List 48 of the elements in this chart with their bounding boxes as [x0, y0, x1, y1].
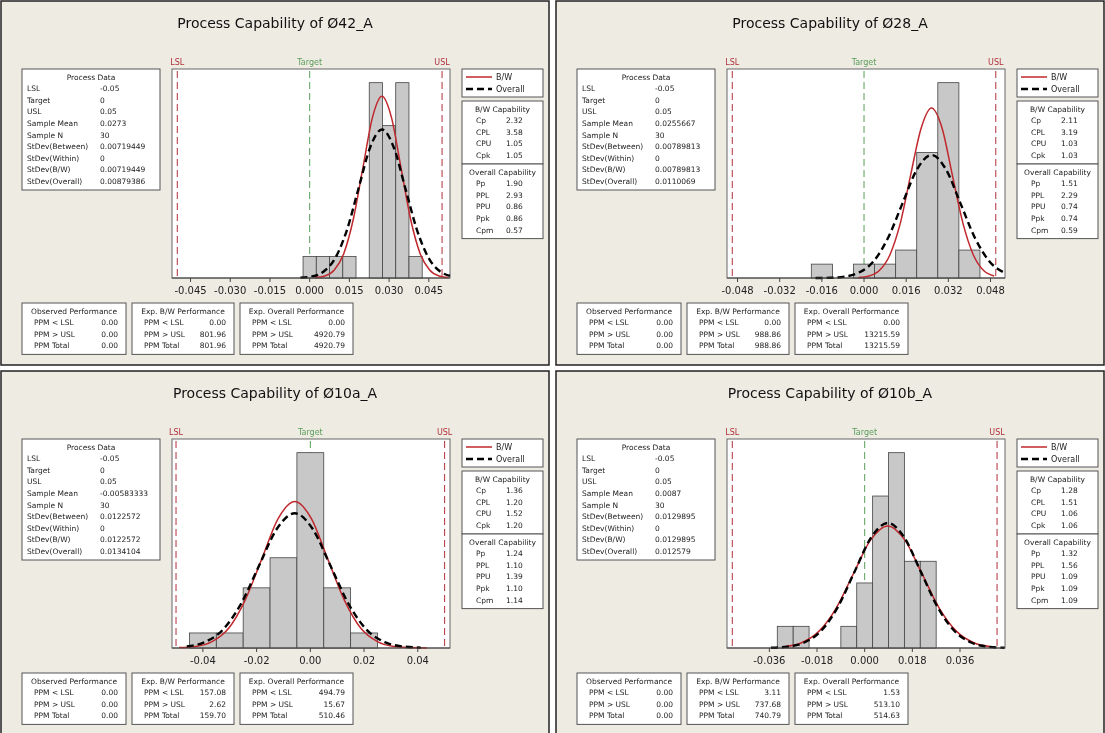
x-tick-label: 0.016 [891, 285, 921, 296]
x-tick-label: 0.045 [414, 285, 444, 296]
x-tick-label: -0.032 [763, 285, 796, 296]
ref-line-label: USL [988, 58, 1005, 67]
x-tick-label: 0.000 [850, 655, 879, 666]
legend-label: Overall [496, 85, 525, 94]
legend-label: Overall [1051, 85, 1080, 94]
chart-title: Process Capability of Ø10a_A [172, 385, 378, 401]
x-tick-label: 0.030 [374, 285, 404, 296]
x-tick-label: 0.015 [335, 285, 364, 296]
x-tick-label: -0.048 [721, 285, 754, 296]
x-tick-label: -0.036 [753, 655, 786, 666]
x-tick-label: -0.030 [214, 285, 247, 296]
x-tick-label: -0.018 [800, 655, 834, 666]
legend-label: B/W [1051, 73, 1068, 82]
x-tick-label: -0.02 [243, 655, 270, 666]
legend-label: B/W [496, 73, 513, 82]
ref-line-label: LSL [725, 58, 740, 67]
legend-label: Overall [496, 455, 525, 464]
ref-line-label: LSL [170, 58, 185, 67]
chart-title: Process Capability of Ø42_A [177, 15, 374, 31]
x-tick-label: -0.04 [189, 655, 216, 666]
chart-title: Process Capability of Ø28_A [732, 15, 929, 31]
ref-line-label: USL [436, 428, 453, 437]
x-tick-label: 0.018 [898, 655, 927, 666]
ref-line-label: Target [296, 428, 323, 437]
legend-label: B/W [1051, 443, 1068, 452]
x-tick-label: 0.048 [976, 285, 1005, 296]
ref-line-label: USL [434, 58, 451, 67]
ref-line-label: Target [296, 58, 323, 67]
x-tick-label: 0.00 [299, 655, 322, 666]
x-tick-label: 0.000 [849, 285, 879, 296]
x-tick-label: -0.045 [174, 285, 207, 296]
ref-line-label: Target [850, 58, 877, 67]
x-tick-label: 0.032 [934, 285, 963, 296]
x-tick-label: -0.016 [805, 285, 838, 296]
ref-line-label: LSL [725, 428, 740, 437]
ref-line-label: USL [989, 428, 1006, 437]
ref-line-label: LSL [169, 428, 184, 437]
chart-title: Process Capability of Ø10b_A [727, 385, 933, 401]
legend-label: B/W [496, 443, 513, 452]
x-tick-label: 0.02 [352, 655, 376, 666]
x-tick-label: 0.04 [406, 655, 429, 666]
legend-label: Overall [1051, 455, 1080, 464]
x-tick-label: -0.015 [253, 285, 287, 296]
ref-line-label: Target [851, 428, 878, 437]
x-tick-label: 0.000 [295, 285, 324, 296]
x-tick-label: 0.036 [945, 655, 975, 666]
